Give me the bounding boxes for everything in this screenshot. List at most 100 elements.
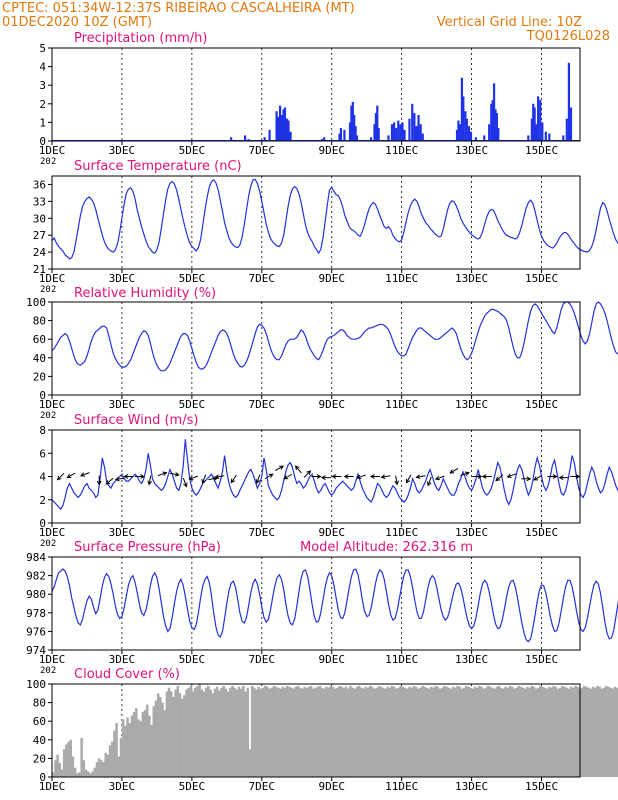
precip-bar [390, 124, 394, 141]
cloud-bar [451, 686, 455, 777]
header-station: CPTEC: 051:34W-12:37S RIBEIRAO CASCALHEI… [2, 1, 355, 16]
precip-bar [537, 96, 540, 141]
precip-bar [562, 135, 565, 141]
cloud-bar [580, 687, 584, 777]
cloud-bar [298, 687, 302, 777]
cloud-bar [423, 686, 427, 777]
precip-bar [285, 118, 289, 141]
wind-arrow-shaft [157, 472, 167, 477]
wind-arrow-head [533, 476, 539, 481]
wind-arrow-shaft [208, 477, 218, 481]
rh-ytick-label: 0 [39, 389, 46, 402]
wind-arrow-head [123, 474, 129, 479]
cloud-bar [119, 737, 123, 777]
wind-arrow-head [506, 473, 512, 478]
precip-bar [413, 113, 416, 141]
precip-xtick-label: 3DEC [109, 144, 136, 157]
cloud-bar [281, 686, 284, 777]
cloud-bar [86, 771, 90, 777]
pressure-xtick-label: 13DEC [455, 653, 488, 666]
cloud-bar [58, 763, 62, 777]
wind-arrow-head [380, 474, 386, 480]
cloud-bar [314, 687, 317, 777]
cloud-bar [65, 744, 68, 777]
cloud-bar [331, 686, 335, 777]
wind-arrow-shaft [533, 474, 543, 481]
precip-bar [280, 114, 283, 141]
cloud-bar [52, 772, 55, 777]
precip-bar [567, 62, 571, 141]
temp-line [51, 178, 618, 260]
wind-ytick-label: 8 [39, 424, 46, 437]
cloud-ytick-label: 100 [26, 678, 46, 691]
precip-xtick-label: 9DEC [318, 144, 345, 157]
cloud-bar [84, 769, 88, 777]
cloud-bar [460, 688, 464, 777]
precip-bar [395, 127, 398, 141]
cloud-bar [360, 687, 363, 777]
cloud-bar [384, 688, 387, 777]
cloud-bar [392, 686, 396, 777]
cloud-bar [78, 772, 81, 777]
cloud-frame [51, 683, 581, 778]
wind-ytick-label: 0 [39, 517, 46, 530]
precip-bar [544, 131, 547, 141]
precip-bar [387, 135, 390, 141]
cloud-bar [338, 685, 341, 777]
cloud-bar [268, 688, 271, 777]
cloud-bar [130, 715, 134, 777]
temp-xtick-label: 13DEC [455, 272, 488, 285]
precip-bar [419, 124, 422, 141]
cloud-bar [244, 691, 247, 777]
cloud-bar [373, 688, 376, 777]
pressure-xtick-label: 3DEC [109, 653, 136, 666]
pressure-frame [51, 556, 581, 651]
cloud-bar [239, 688, 243, 777]
cloud-bar [593, 687, 597, 777]
wind-arrow-head [369, 474, 375, 479]
cloud-bar [229, 687, 232, 777]
cloud-xtick-label: 9DEC [318, 780, 345, 793]
cloud-bar [73, 767, 77, 777]
cloud-bar [246, 687, 249, 777]
precip-bar [278, 105, 282, 141]
wind-arrow-shaft [357, 474, 366, 479]
cloud-bar [406, 688, 409, 777]
cloud-bar [364, 686, 368, 777]
cloud-bar [124, 725, 127, 777]
pressure-ytick-label: 982 [26, 570, 46, 583]
wind-year-label: 202 [40, 539, 56, 549]
precip-bar [417, 114, 420, 141]
cloud-bar [497, 685, 501, 777]
precip-bar [392, 122, 396, 141]
cloud-bar [187, 687, 190, 777]
cloud-bar [397, 687, 400, 777]
cloud-bar [154, 700, 158, 777]
cloud-bar [401, 686, 405, 777]
wind-arrow-shaft [67, 472, 76, 479]
precip-bar [459, 124, 462, 141]
cloud-bar [172, 697, 175, 777]
cloud-bar [427, 688, 431, 777]
precip-bar [530, 118, 533, 141]
pressure-ytick-label: 976 [26, 625, 46, 638]
wind-xtick-label: 3DEC [109, 526, 136, 539]
cloud-bar [156, 693, 160, 777]
cloud-bar [607, 686, 610, 777]
precip-xtick-label: 15DEC [525, 144, 558, 157]
rh-year-label: 202 [40, 411, 56, 421]
wind-arrow-shaft [495, 474, 504, 481]
cloud-bar [362, 688, 365, 777]
cloud-bar [312, 688, 315, 777]
wind-arrow-head [255, 479, 261, 485]
cloud-bar [237, 686, 241, 777]
cloud-bar [456, 685, 459, 777]
rh-title: Relative Humidity (%) [74, 286, 216, 301]
cloud-bar [443, 685, 446, 777]
cloud-bar [257, 686, 260, 777]
rh-xtick-label: 9DEC [318, 398, 345, 411]
cloud-bar [248, 749, 252, 777]
cloud-bar [569, 686, 573, 777]
cloud-bar [242, 685, 245, 777]
precip-bar [275, 111, 278, 141]
